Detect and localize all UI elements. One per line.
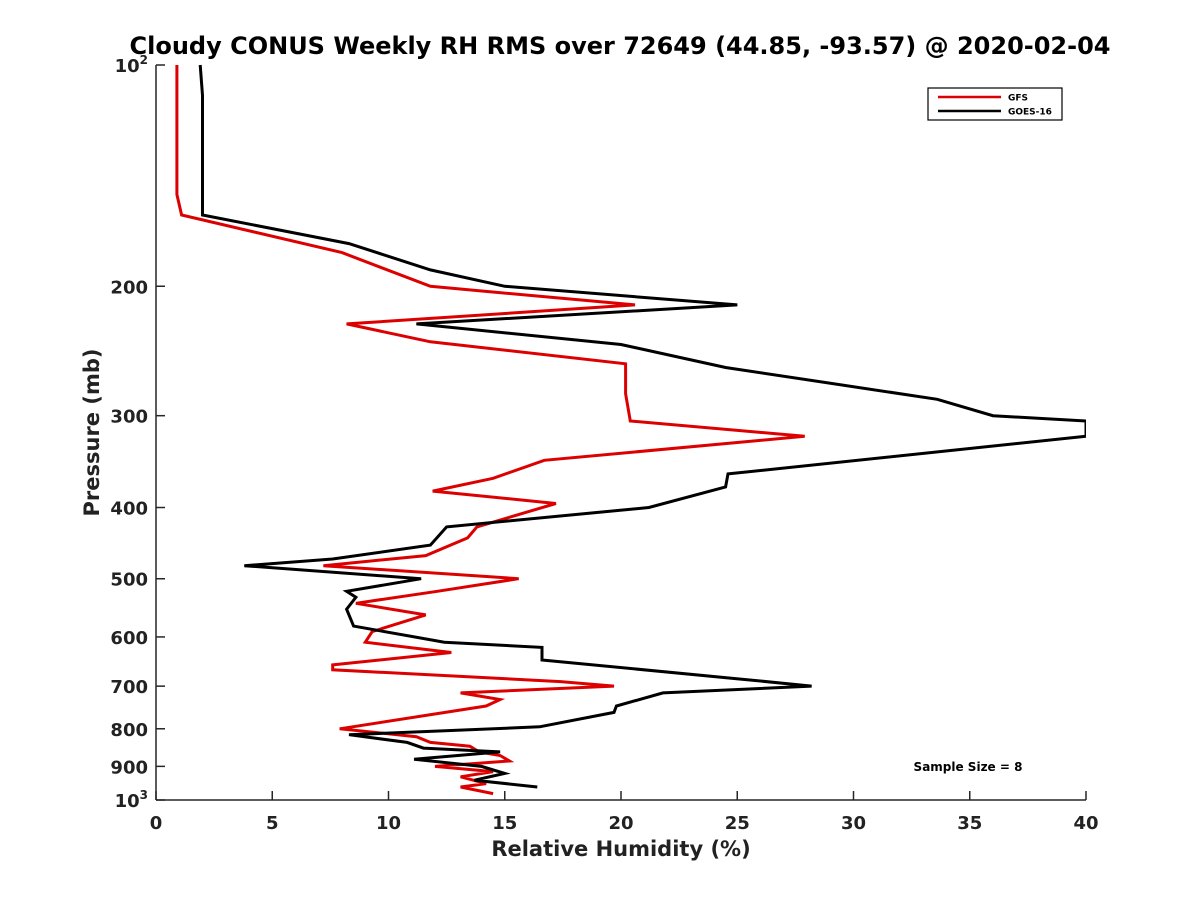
x-tick-label: 15 [492, 813, 517, 834]
y-tick-label: 400 [110, 499, 148, 520]
plot-background [156, 65, 1086, 800]
x-tick-label: 40 [1073, 813, 1098, 834]
legend-label-goes-16: GOES-16 [1008, 108, 1052, 118]
x-tick-label: 25 [725, 813, 750, 834]
x-tick-label: 20 [608, 813, 633, 834]
y-tick-label: 200 [110, 277, 148, 298]
sample-size-annotation: Sample Size = 8 [914, 760, 1023, 774]
y-tick-label: 900 [110, 757, 148, 778]
y-tick-label: 600 [110, 628, 148, 649]
y-tick-label: 700 [110, 677, 148, 698]
y-tick-label: 102 [115, 53, 148, 77]
legend-label-gfs: GFS [1008, 94, 1028, 104]
y-tick-label: 800 [110, 720, 148, 741]
y-tick-label: 500 [110, 570, 148, 591]
chart-title: Cloudy CONUS Weekly RH RMS over 72649 (4… [130, 32, 1111, 60]
x-tick-label: 35 [957, 813, 982, 834]
y-axis-label: Pressure (mb) [80, 349, 104, 517]
x-tick-label: 0 [150, 813, 163, 834]
x-axis-label: Relative Humidity (%) [491, 837, 750, 861]
legend: GFS GOES-16 [927, 87, 1063, 121]
x-tick-label: 30 [841, 813, 866, 834]
series-line-goes-16 [198, 64, 1086, 789]
x-tick-label: 10 [376, 813, 401, 834]
y-tick-label: 300 [110, 407, 148, 428]
series-layer [175, 64, 1086, 796]
legend-box [927, 87, 1063, 121]
x-tick-label: 5 [266, 813, 279, 834]
plot-area: 0 5 10 15 20 25 30 35 40 102 200 300 400 500 600 700 800… [110, 53, 1098, 834]
axes-layer: 0 5 10 15 20 25 30 35 40 102 200 300 400 500 600 700 800… [110, 53, 1098, 834]
y-tick-label: 103 [115, 788, 148, 812]
